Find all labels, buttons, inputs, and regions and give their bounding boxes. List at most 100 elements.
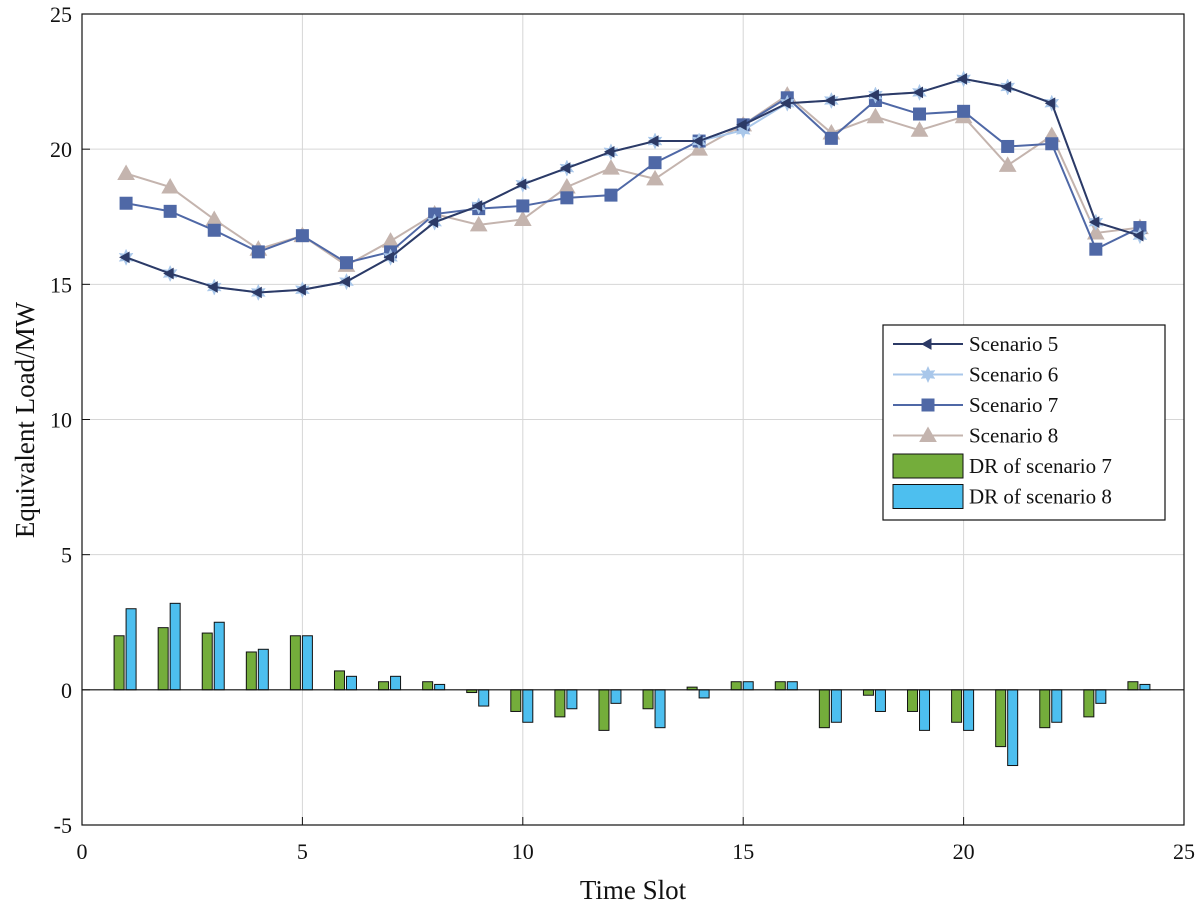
dr-of-scenario-8-bar [1007, 689, 1019, 767]
scenario-7-point [560, 191, 574, 205]
scenario-5-point [339, 275, 350, 288]
y-tick-label: 15 [50, 272, 72, 297]
scenario-5-point [736, 118, 747, 131]
scenario-5-point [119, 251, 130, 264]
scenario-7-point [295, 229, 309, 243]
scenario-5-point [824, 94, 835, 107]
dr-of-scenario-7-bar [598, 689, 610, 731]
dr-of-scenario-8-bar [345, 675, 357, 691]
x-axis-label: Time Slot [580, 875, 687, 905]
bars [113, 602, 1151, 767]
scenario-8-point [161, 178, 180, 194]
scenario-7-point [1001, 139, 1015, 153]
x-tick-label: 0 [77, 839, 88, 864]
dr-of-scenario-8-bar [654, 689, 666, 729]
legend-marker-scenario-8 [919, 426, 937, 442]
dr-of-scenario-7-bar [730, 681, 742, 691]
dr-of-scenario-8-bar [698, 689, 710, 699]
scenario-7-point [604, 188, 618, 202]
scenario-8-point [1086, 223, 1105, 240]
scenario-5-point [1088, 216, 1100, 229]
legend-label-dr-of-scenario-8: DR of scenario 8 [969, 485, 1112, 509]
dr-of-scenario-7-bar [642, 689, 654, 710]
dr-of-scenario-8-bar [610, 689, 622, 704]
scenario-8-point [602, 159, 620, 175]
dr-of-scenario-8-bar [566, 689, 578, 710]
scenario-5-point [956, 73, 968, 85]
dr-of-scenario-7-bar [333, 670, 345, 691]
scenario-5-point [912, 86, 924, 99]
scenario-8-point [469, 215, 488, 232]
dr-of-scenario-7-bar [245, 651, 257, 691]
scenario-5-point [559, 162, 571, 174]
dr-of-scenario-8-bar [169, 602, 181, 691]
dr-of-scenario-8-bar [257, 648, 269, 691]
dr-of-scenario-8-bar [478, 689, 490, 707]
dr-of-scenario-7-bar [510, 689, 522, 712]
legend-label-scenario-6: Scenario 6 [969, 363, 1058, 387]
dr-of-scenario-8-bar [1051, 689, 1063, 723]
dr-of-scenario-8-bar [1139, 683, 1151, 691]
scenario-5-point [427, 216, 439, 229]
scenario-5-point [692, 135, 703, 147]
scenario-8-point [910, 121, 929, 137]
dr-of-scenario-7-bar [157, 627, 169, 691]
legend-label-scenario-8: Scenario 8 [969, 424, 1058, 448]
scenario-5-point [648, 135, 659, 147]
scenario-7-point [1089, 242, 1103, 256]
legend-marker-scenario-7 [921, 398, 935, 412]
dr-of-scenario-7-bar [554, 689, 566, 718]
y-tick-label: 5 [61, 543, 72, 568]
dr-of-scenario-8-bar [742, 681, 754, 691]
scenario-7-point [648, 156, 662, 170]
scenario-5-point [471, 200, 483, 212]
y-tick-label: 20 [50, 137, 72, 162]
scenario-7-line [125, 96, 1141, 264]
scenario-8-point [117, 164, 135, 180]
scenario-8-point [513, 210, 532, 226]
scenario-5-point [780, 97, 791, 110]
dr-of-scenario-8-bar [1095, 689, 1107, 704]
dr-of-scenario-7-bar [289, 635, 301, 691]
scenario-7-point [824, 131, 838, 145]
y-axis-label: Equivalent Load/MW [10, 301, 40, 538]
scenario-7-point [163, 204, 177, 218]
dr-of-scenario-7-bar [422, 681, 434, 691]
scenario-8-point [998, 156, 1017, 172]
scenario-5-point [383, 251, 395, 264]
dr-of-scenario-8-bar [434, 683, 446, 691]
scenario-7-point [913, 107, 927, 121]
dr-of-scenario-8-bar [213, 621, 225, 691]
scenario-8-point [646, 169, 664, 186]
dr-of-scenario-8-bar [919, 689, 931, 731]
legend-marker-scenario-6 [920, 365, 936, 384]
legend-swatch-dr-of-scenario-8 [892, 484, 964, 509]
legend: Scenario 5 Scenario 6 Scenario 7 Scenario 8… [882, 324, 1166, 521]
y-tick-label: 0 [61, 678, 72, 703]
dr-of-scenario-7-bar [862, 689, 874, 696]
lines [117, 70, 1149, 302]
scenario-5-point [1132, 229, 1144, 242]
scenario-5-point [207, 281, 218, 293]
scenario-7-point [1045, 137, 1059, 151]
scenario-5-point [515, 178, 527, 191]
legend-swatch-dr-of-scenario-7 [892, 453, 964, 479]
scenario-6-point [735, 121, 751, 139]
scenario-7-point [516, 199, 530, 213]
dr-of-scenario-7-bar [378, 681, 390, 691]
scenario-8-point [866, 107, 885, 124]
dr-of-scenario-7-bar [201, 632, 213, 691]
dr-of-scenario-7-bar [995, 689, 1007, 748]
legend-marker-scenario-5 [920, 338, 932, 350]
legend-label-scenario-5: Scenario 5 [969, 332, 1058, 356]
dr-of-scenario-8-bar [963, 689, 975, 731]
dr-of-scenario-7-bar [1039, 689, 1051, 729]
y-tick-label: 10 [50, 408, 72, 433]
dr-of-scenario-7-bar [774, 681, 786, 691]
x-tick-label: 15 [732, 839, 754, 864]
y-tick-label: 25 [50, 2, 72, 27]
scenario-7-point [207, 223, 221, 237]
legend-label-dr-of-scenario-7: DR of scenario 7 [969, 454, 1112, 478]
